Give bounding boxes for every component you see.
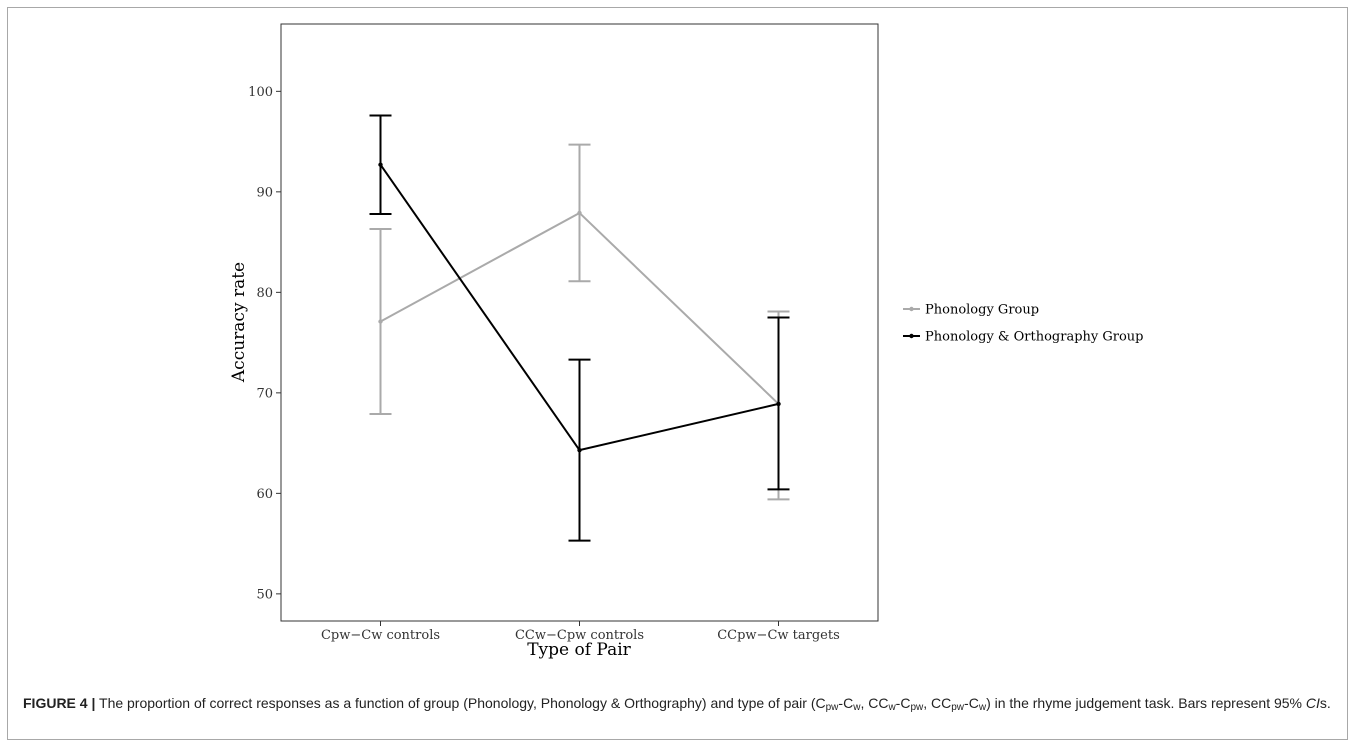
y-tick-label: 50 [256, 587, 273, 602]
x-axis-title: Type of Pair [527, 640, 631, 660]
x-tick-label: Cpw−Cw controls [321, 628, 440, 643]
series-2 [369, 114, 790, 542]
caption-subscript: pw [825, 702, 839, 713]
figure-caption: FIGURE 4 | The proportion of correct res… [23, 693, 1333, 718]
caption-text: ) in the rhyme judgement task. Bars repr… [986, 695, 1306, 711]
legend-label: Phonology Group [925, 303, 1039, 318]
caption-text: , CC [923, 695, 952, 711]
caption-text: , CC [860, 695, 889, 711]
caption-text: The proportion of correct responses as a… [95, 695, 826, 711]
legend: Phonology Group Phonology & Orthography G… [903, 303, 1144, 345]
caption-text: s. [1319, 695, 1331, 711]
y-tick-label: 100 [248, 85, 273, 100]
caption-text: -C [895, 695, 911, 711]
data-point [577, 447, 582, 453]
series-layer [369, 114, 790, 542]
caption-subscript: pw [910, 702, 924, 713]
caption-subscript: w [888, 702, 896, 713]
y-tick-label: 90 [256, 185, 273, 200]
y-tick-label: 60 [256, 487, 273, 502]
y-axis: 50 60 70 80 90 100 [248, 85, 281, 602]
caption-text: -C [838, 695, 854, 711]
x-axis: Cpw−Cw controls CCw−Cpw controls CCpw−Cw t… [321, 621, 840, 643]
caption-subscript: w [853, 702, 861, 713]
caption-ci: CI [1305, 695, 1320, 711]
data-point [776, 401, 781, 407]
data-point [577, 210, 582, 216]
legend-key-point [909, 306, 914, 312]
x-tick-label: CCw−Cpw controls [515, 628, 644, 643]
y-tick-label: 80 [256, 286, 273, 301]
y-axis-title: Accuracy rate [229, 262, 249, 383]
x-tick-label: CCpw−Cw targets [717, 628, 840, 643]
line-chart: 50 60 70 80 90 100 Cpw−Cw controls CCw−Cpw con… [229, 23, 1144, 660]
legend-label: Phonology & Orthography Group [925, 330, 1144, 345]
y-tick-label: 70 [256, 386, 273, 401]
legend-key-point [909, 333, 914, 339]
data-point [378, 319, 383, 324]
figure-label: FIGURE 4 | [23, 695, 96, 711]
caption-subscript: pw [951, 702, 965, 713]
data-point [378, 162, 383, 167]
caption-subscript: w [978, 702, 987, 713]
caption-text: -C [964, 695, 979, 711]
